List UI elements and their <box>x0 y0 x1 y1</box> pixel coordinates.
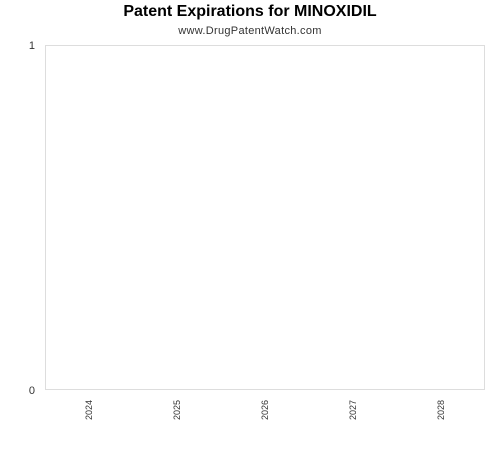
plot-area <box>45 45 485 390</box>
x-tick-label: 2025 <box>172 400 182 420</box>
chart-subtitle: www.DrugPatentWatch.com <box>178 25 322 37</box>
chart-title: Patent Expirations for MINOXIDIL <box>123 3 377 20</box>
x-tick-labels: 2024 2025 2026 2027 2028 <box>84 400 446 420</box>
x-tick-label: 2027 <box>348 400 358 420</box>
y-tick-label: 0 <box>29 385 35 397</box>
x-tick-label: 2026 <box>260 400 270 420</box>
x-tick-label: 2028 <box>436 400 446 420</box>
y-tick-labels: 01 <box>29 40 35 397</box>
x-tick-label: 2024 <box>84 400 94 420</box>
y-tick-label: 1 <box>29 40 35 52</box>
